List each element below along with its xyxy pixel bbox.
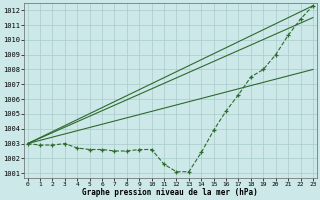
X-axis label: Graphe pression niveau de la mer (hPa): Graphe pression niveau de la mer (hPa): [83, 188, 258, 197]
